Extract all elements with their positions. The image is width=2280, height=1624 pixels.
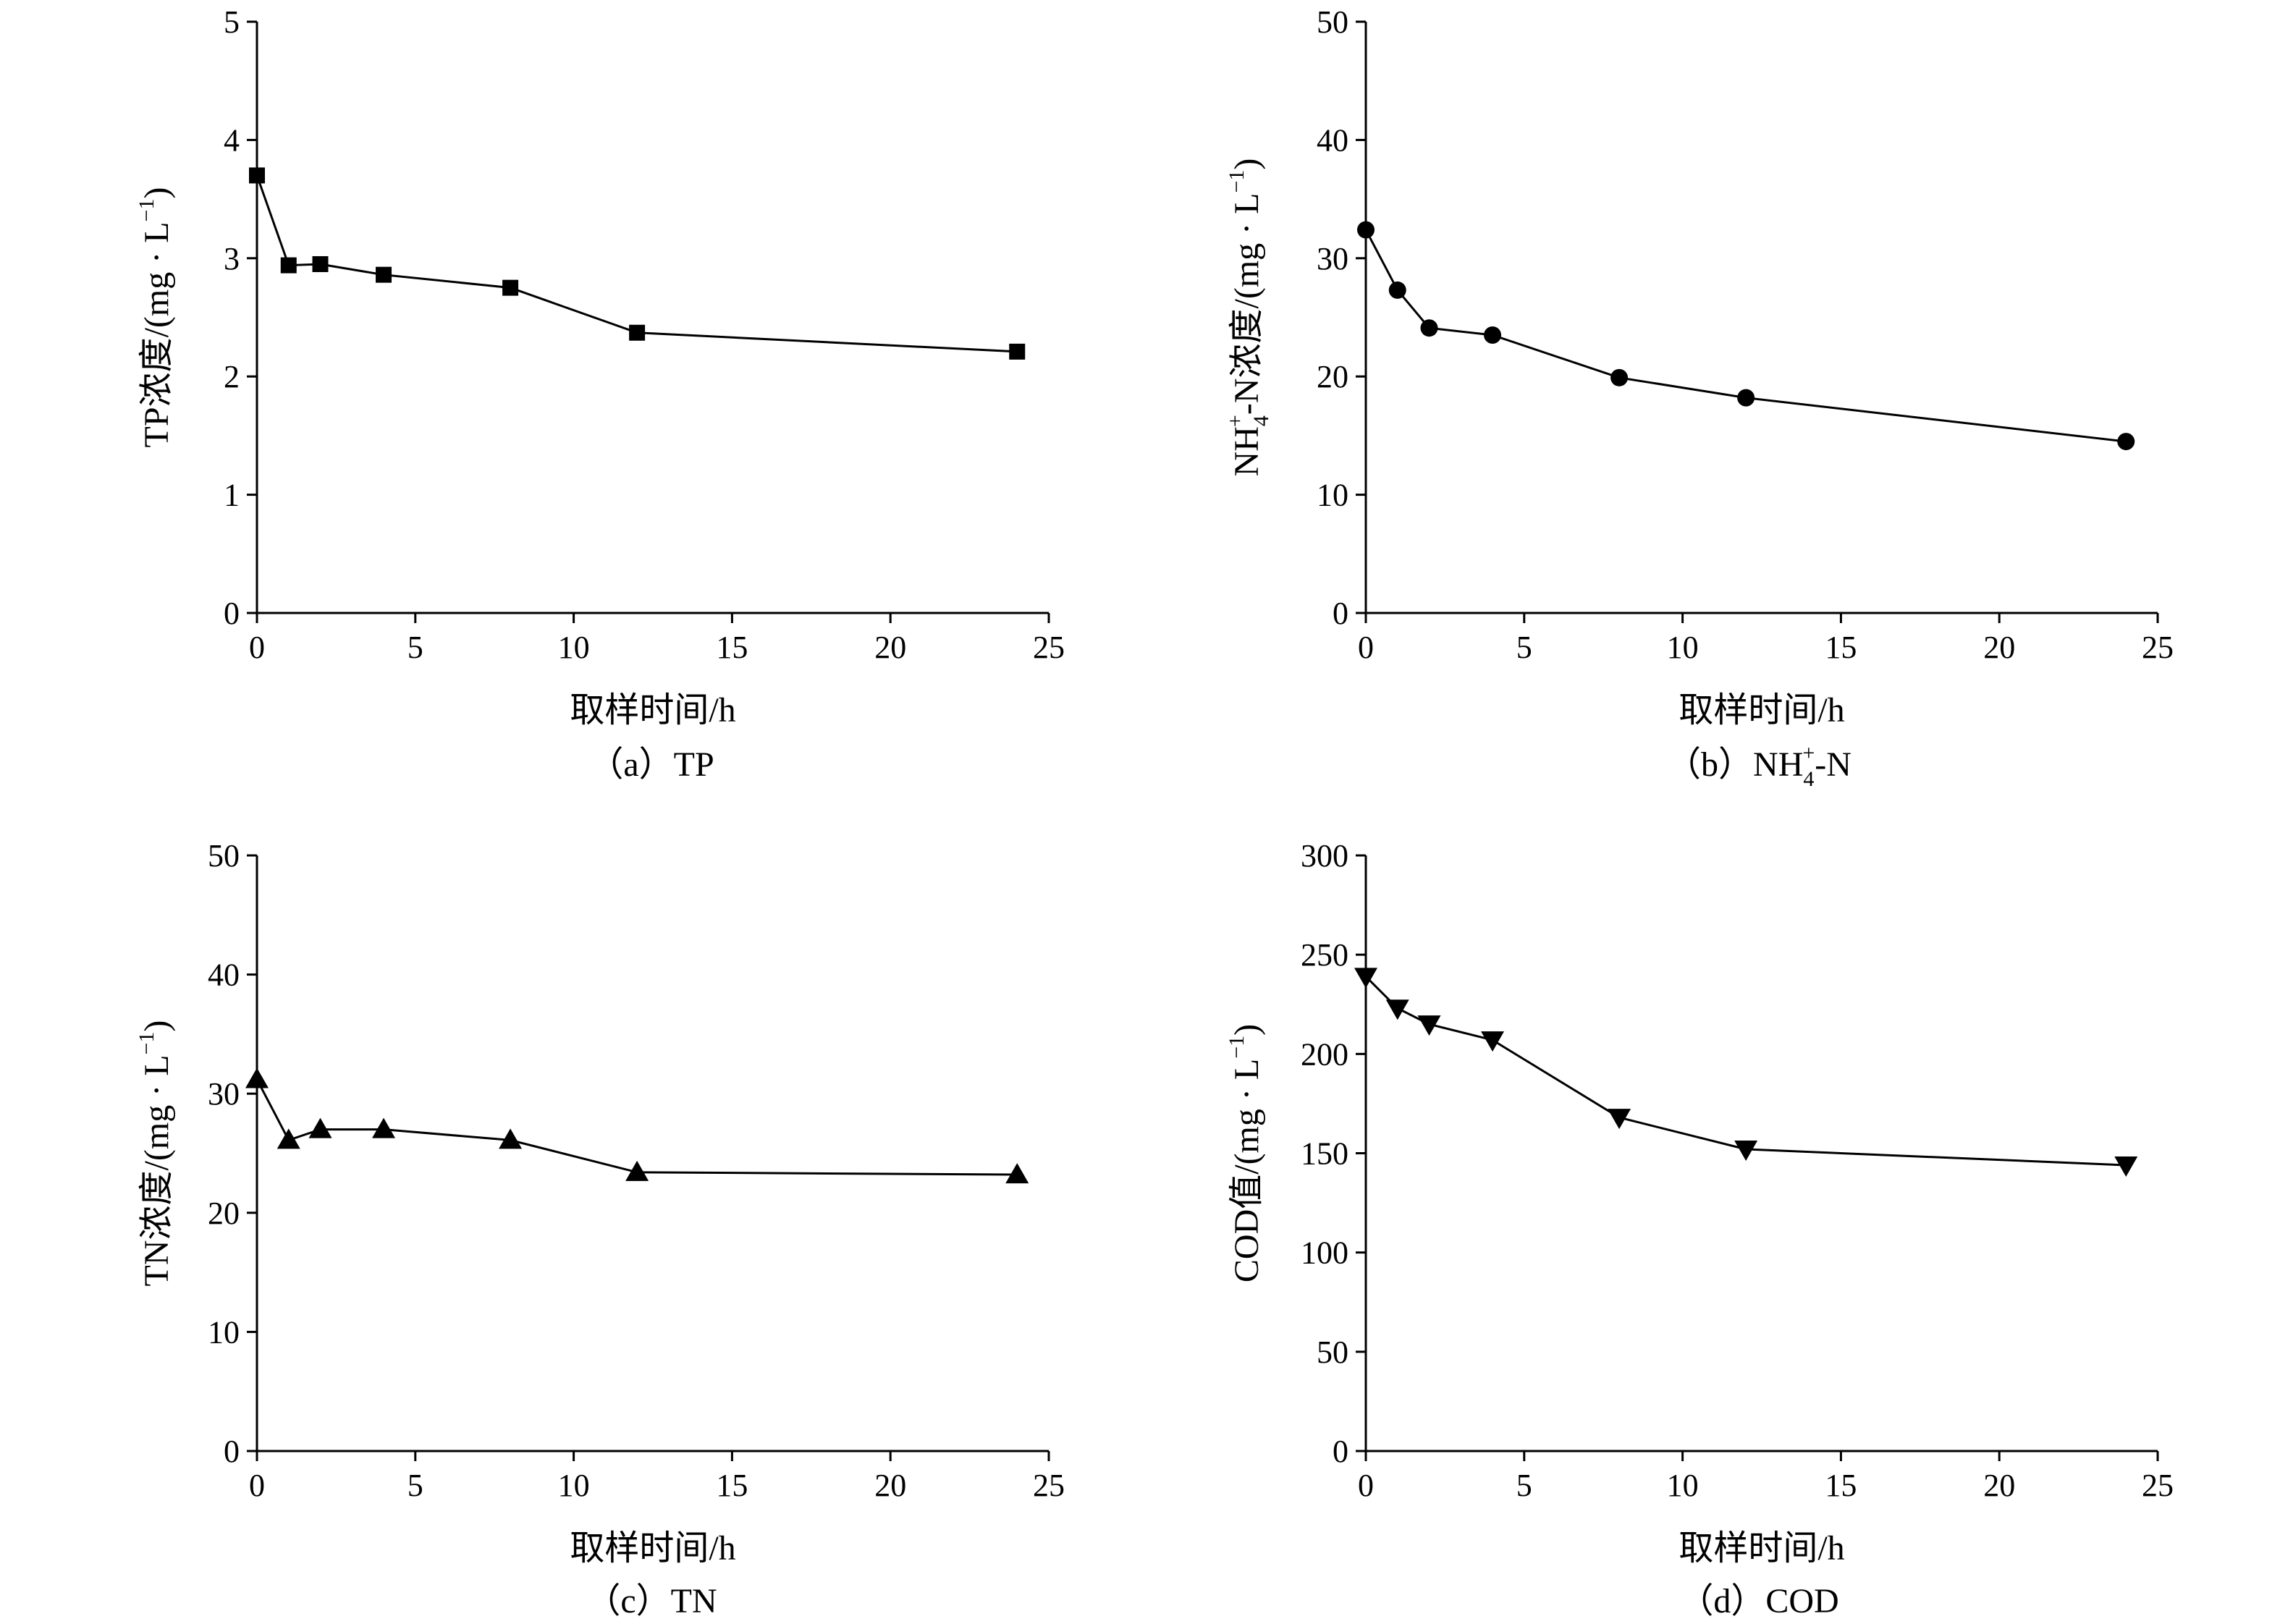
y-tick-label: 20 (208, 1196, 240, 1231)
x-tick-label: 0 (1358, 630, 1374, 665)
y-tick-label: 3 (224, 241, 240, 276)
panel-d: 0 5 10 15 20 25050100150200250300取样时间/hCOD值/(… (1225, 838, 2174, 1620)
y-axis-label: TN浓度/(mg · L−1) (135, 1020, 176, 1287)
data-point (372, 1117, 396, 1138)
y-tick-label: 5 (224, 4, 240, 40)
y-tick-label: 0 (224, 596, 240, 631)
y-tick-label: 4 (224, 122, 240, 158)
x-tick-label: 20 (874, 630, 906, 665)
data-point (280, 257, 297, 274)
data-point (1385, 999, 1409, 1020)
x-axis-label: 取样时间/h (1679, 691, 1844, 729)
data-point (276, 1128, 300, 1149)
data-point (1417, 1015, 1441, 1036)
x-tick-label: 20 (874, 1468, 906, 1503)
data-point (376, 266, 392, 283)
y-axis-label: COD值/(mg · L−1) (1225, 1024, 1266, 1282)
data-point (1009, 343, 1026, 360)
x-axis-label: 取样时间/h (570, 1529, 735, 1568)
y-axis-label: NH4+-N浓度/(mg · L−1) (1223, 158, 1273, 477)
x-tick-label: 0 (249, 1468, 265, 1503)
x-tick-label: 15 (716, 1468, 748, 1503)
data-point (1481, 1031, 1505, 1052)
y-tick-label: 150 (1301, 1136, 1348, 1172)
y-tick-label: 2 (224, 359, 240, 394)
panel-caption: （a）TP (588, 745, 714, 784)
data-point (1484, 326, 1502, 344)
y-axis-label: TP浓度/(mg · L−1) (135, 187, 176, 448)
data-point (2117, 433, 2135, 451)
y-tick-label: 20 (1317, 359, 1348, 394)
y-tick-label: 300 (1301, 838, 1348, 874)
data-point (1737, 389, 1755, 407)
panel-caption: （c）TN (586, 1582, 717, 1620)
data-point (1734, 1141, 1758, 1162)
x-tick-label: 0 (1358, 1468, 1374, 1503)
data-point (2114, 1156, 2138, 1177)
y-tick-label: 0 (1333, 596, 1348, 631)
y-tick-label: 10 (1317, 478, 1348, 513)
data-point (502, 279, 519, 296)
data-point (1357, 221, 1375, 239)
y-tick-label: 30 (208, 1076, 240, 1112)
x-tick-label: 25 (1033, 1468, 1065, 1503)
x-tick-label: 5 (408, 1468, 423, 1503)
x-tick-label: 0 (249, 630, 265, 665)
x-tick-label: 10 (558, 1468, 590, 1503)
series-line (1364, 229, 2127, 443)
y-tick-label: 1 (224, 478, 240, 513)
x-axis-label: 取样时间/h (570, 691, 735, 729)
panel-b: 0 5 10 15 20 25 0 10 20 30 40 50 取样时间/h NH4+-N浓度/(mg … (1223, 4, 2174, 791)
data-point (245, 1067, 269, 1088)
series-line (256, 1078, 1018, 1176)
x-tick-label: 20 (1983, 630, 2015, 665)
y-tick-label: 30 (1317, 241, 1348, 276)
data-point (1420, 319, 1438, 337)
x-tick-label: 5 (1516, 1468, 1532, 1503)
y-tick-label: 50 (208, 838, 240, 874)
data-point (1610, 368, 1629, 386)
panel-c: 0 5 10 15 20 25 0 10 20 30 40 50 取样时间/h TN浓度/(mg · L−… (135, 838, 1065, 1620)
x-tick-label: 25 (1033, 630, 1065, 665)
y-tick-label: 200 (1301, 1036, 1348, 1072)
x-tick-label: 15 (1825, 630, 1857, 665)
x-tick-label: 25 (2142, 1468, 2174, 1503)
x-tick-label: 15 (1825, 1468, 1857, 1503)
x-tick-label: 10 (1667, 630, 1699, 665)
y-tick-label: 0 (1333, 1434, 1348, 1469)
x-tick-label: 20 (1983, 1468, 2015, 1503)
panel-a: 0 5 10 15 20 25 0 1 2 3 4 5 取样时间/h TP浓度/(mg · L−1) （a）… (135, 4, 1065, 784)
x-tick-label: 10 (1667, 1468, 1699, 1503)
y-tick-label: 250 (1301, 937, 1348, 973)
panel-caption: （d）COD (1679, 1582, 1838, 1620)
x-tick-label: 5 (408, 630, 423, 665)
x-tick-label: 10 (558, 630, 590, 665)
y-tick-label: 0 (224, 1434, 240, 1469)
y-tick-label: 10 (208, 1314, 240, 1350)
y-tick-label: 50 (1317, 4, 1348, 40)
data-point (1005, 1163, 1029, 1184)
y-tick-label: 40 (208, 957, 240, 993)
data-point (1354, 968, 1377, 989)
x-axis-label: 取样时间/h (1679, 1529, 1844, 1568)
y-tick-label: 100 (1301, 1235, 1348, 1271)
x-tick-label: 25 (2142, 630, 2174, 665)
data-point (499, 1128, 523, 1149)
data-point (1608, 1109, 1631, 1130)
panel-caption: （b）NH4+-N (1666, 741, 1852, 791)
y-tick-label: 50 (1317, 1335, 1348, 1370)
y-tick-label: 40 (1317, 122, 1348, 158)
series-line (1364, 976, 2127, 1167)
data-point (625, 1160, 649, 1181)
data-point (1388, 281, 1406, 299)
data-point (312, 255, 329, 272)
x-tick-label: 5 (1516, 630, 1532, 665)
x-tick-label: 15 (716, 630, 748, 665)
data-point (249, 167, 265, 184)
data-point (308, 1117, 332, 1138)
data-point (629, 324, 646, 341)
